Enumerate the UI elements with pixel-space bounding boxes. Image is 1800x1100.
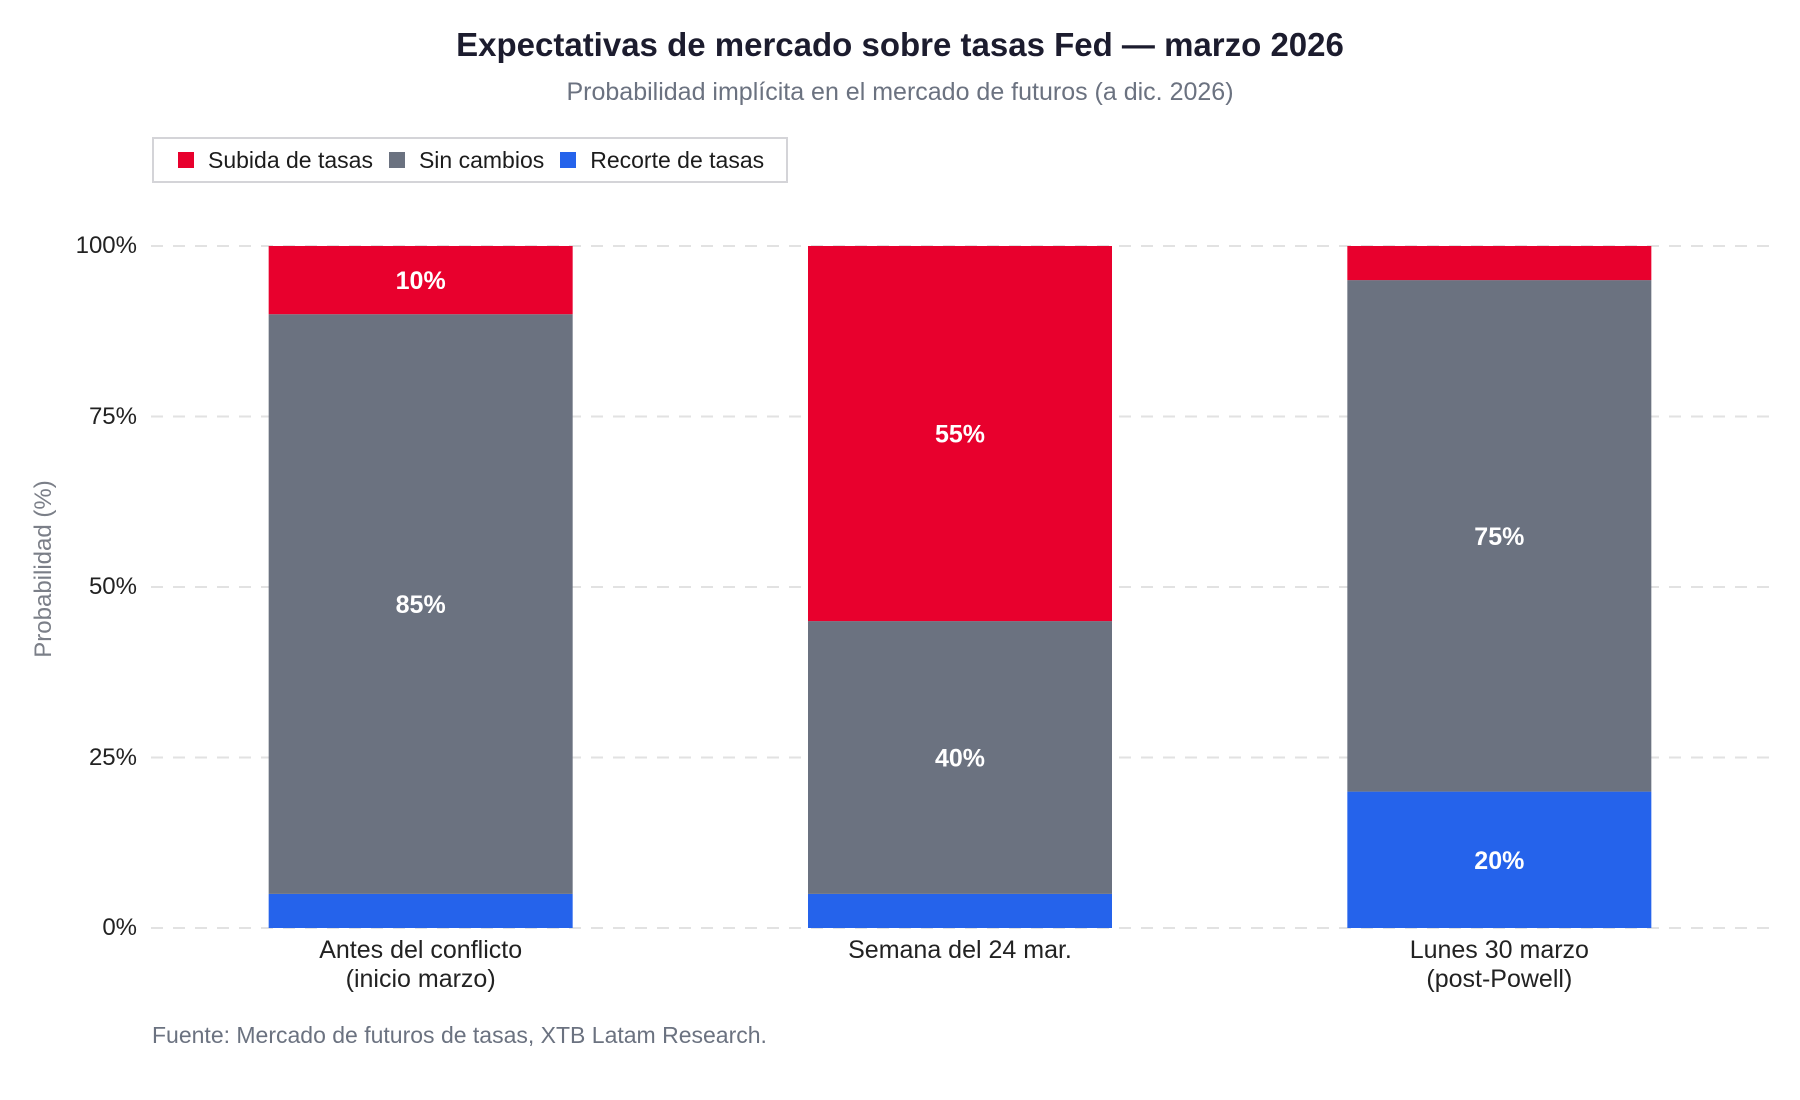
legend-item: Recorte de tasas — [560, 147, 764, 174]
x-tick-label: Antes del conflicto (inicio marzo) — [319, 936, 523, 993]
data-label: 55% — [935, 421, 985, 449]
source-note: Fuente: Mercado de futuros de tasas, XTB… — [152, 1022, 767, 1048]
data-label: 85% — [396, 591, 446, 619]
chart-title: Expectativas de mercado sobre tasas Fed … — [456, 26, 1344, 63]
bar-segment — [1347, 280, 1652, 792]
legend-label: Recorte de tasas — [590, 146, 765, 173]
bar-segment — [808, 621, 1112, 894]
bar-segment — [1347, 246, 1652, 281]
legend-label: Sin cambios — [418, 146, 545, 173]
y-tick-label: 75% — [88, 402, 137, 430]
legend: Subida de tasas Sin cambios Recorte de tas… — [152, 137, 789, 183]
y-tick-label: 100% — [75, 232, 137, 259]
bar-segment — [268, 893, 573, 928]
legend-item: Sin cambios — [388, 146, 545, 174]
y-axis-label: Probabilidad (%) — [30, 480, 58, 658]
x-tick-label: Lunes 30 marzo (post-Powell) — [1409, 936, 1589, 993]
data-label: 40% — [935, 745, 985, 773]
legend-swatch — [388, 152, 405, 168]
y-tick-label: 0% — [102, 914, 137, 941]
x-tick-label: Semana del 24 mar. — [848, 936, 1072, 964]
legend-swatch — [178, 152, 194, 168]
data-label: 10% — [396, 267, 446, 295]
data-label: 75% — [1474, 523, 1524, 551]
legend-swatch — [560, 152, 577, 168]
bar-segment — [808, 246, 1112, 622]
legend-item: Subida de tasas — [178, 147, 373, 174]
chart-subtitle: Probabilidad implícita en el mercado de … — [566, 78, 1234, 106]
legend-label: Subida de tasas — [208, 146, 373, 173]
bar-segment — [808, 893, 1112, 928]
y-tick-label: 25% — [88, 743, 137, 771]
y-tick-label: 50% — [88, 573, 137, 600]
bar-segment — [268, 314, 573, 894]
data-label: 20% — [1474, 847, 1524, 875]
bar-segment — [268, 246, 573, 315]
bar-segment — [1347, 791, 1652, 928]
